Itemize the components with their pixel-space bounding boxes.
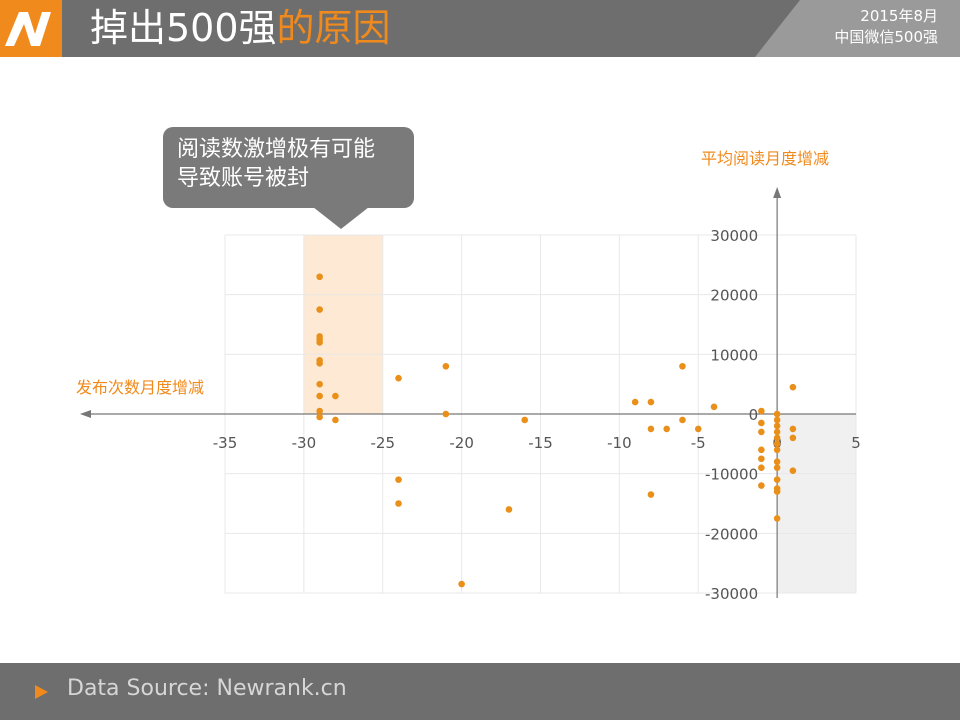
data-point [521,416,529,424]
data-point [773,515,781,522]
x-tick-label: -15 [528,434,553,452]
data-point [773,440,781,448]
data-point [758,419,765,427]
data-point [505,506,513,513]
data-point [395,500,402,507]
data-point [758,464,765,472]
data-point [316,306,323,313]
data-source: Data Source: Newrank.cn [67,676,347,701]
data-point [773,464,781,472]
data-point [316,380,323,388]
title-highlight: 的原因 [276,6,391,50]
data-point [773,410,781,418]
play-arrow-icon [35,685,48,699]
data-point [458,580,465,588]
data-point [758,482,765,489]
y-tick-label: 20000 [710,287,758,305]
callout-box: 阅读数激增极有可能 导致账号被封 [163,127,414,208]
data-point [332,392,339,400]
data-point [758,407,765,415]
shaded-quadrant [777,414,856,593]
highlight-band [303,235,383,414]
x-tick-label: -25 [371,434,396,452]
header-tag-text: 2015年8月 中国微信500强 [834,6,938,48]
data-point [789,434,797,442]
data-point [758,455,765,463]
callout-tail [313,207,369,229]
logo-n-icon [5,12,51,46]
data-point [773,416,781,424]
data-point [679,416,686,424]
data-point [773,434,781,442]
data-point [647,491,655,498]
scatter-chart: -35-30-25-20-15-10-5053000020000100000-1… [76,149,861,603]
data-point [395,374,402,382]
data-point [773,422,781,430]
data-point [789,383,797,391]
data-point [332,416,339,424]
data-point [773,428,781,436]
data-point [647,398,655,406]
data-point [316,339,323,346]
x-tick-label: -20 [449,434,474,452]
title-main: 掉出500强 [90,6,277,50]
footer-bar [0,663,960,720]
data-point [316,392,323,400]
x-tick-label: -35 [213,434,238,452]
data-point [663,425,670,433]
data-point [758,446,765,454]
data-point [631,398,639,406]
data-point [316,413,323,421]
logo [0,0,62,57]
callout-line1: 阅读数激增极有可能 [177,137,376,162]
data-point [647,425,655,433]
data-point [442,362,450,370]
y-tick-label: 30000 [710,227,758,245]
x-tick-label: -10 [607,434,632,452]
data-point [710,403,718,411]
y-tick-label: -10000 [705,466,758,484]
data-point [773,458,781,466]
x-tick-label: -5 [691,434,706,452]
y-tick-label: 10000 [710,346,758,364]
data-point [789,467,797,474]
data-point [395,476,402,483]
y-tick-label: -30000 [705,585,758,603]
x-tick-label: 5 [851,434,861,452]
x-tick-label: -30 [292,434,317,452]
header-subtitle: 中国微信500强 [834,28,938,46]
y-tick-label: -20000 [705,525,758,543]
y-axis-title: 平均阅读月度增减 [701,149,829,168]
x-axis-arrow-icon [80,410,91,418]
data-point [316,359,323,367]
x-axis-title: 发布次数月度增减 [76,378,204,397]
y-tick-label: 0 [749,406,759,424]
data-point [316,273,323,281]
data-point [789,425,797,433]
callout-line2: 导致账号被封 [177,166,310,191]
y-axis-arrow-icon [773,187,782,198]
data-point [773,446,781,454]
header-date: 2015年8月 [860,7,938,25]
page-title: 掉出500强的原因 [90,4,391,52]
data-point [694,425,702,433]
data-point [758,428,765,436]
data-point [316,407,323,415]
data-point [773,488,781,495]
data-point [442,410,450,418]
data-point [773,476,781,483]
data-point [679,362,686,370]
